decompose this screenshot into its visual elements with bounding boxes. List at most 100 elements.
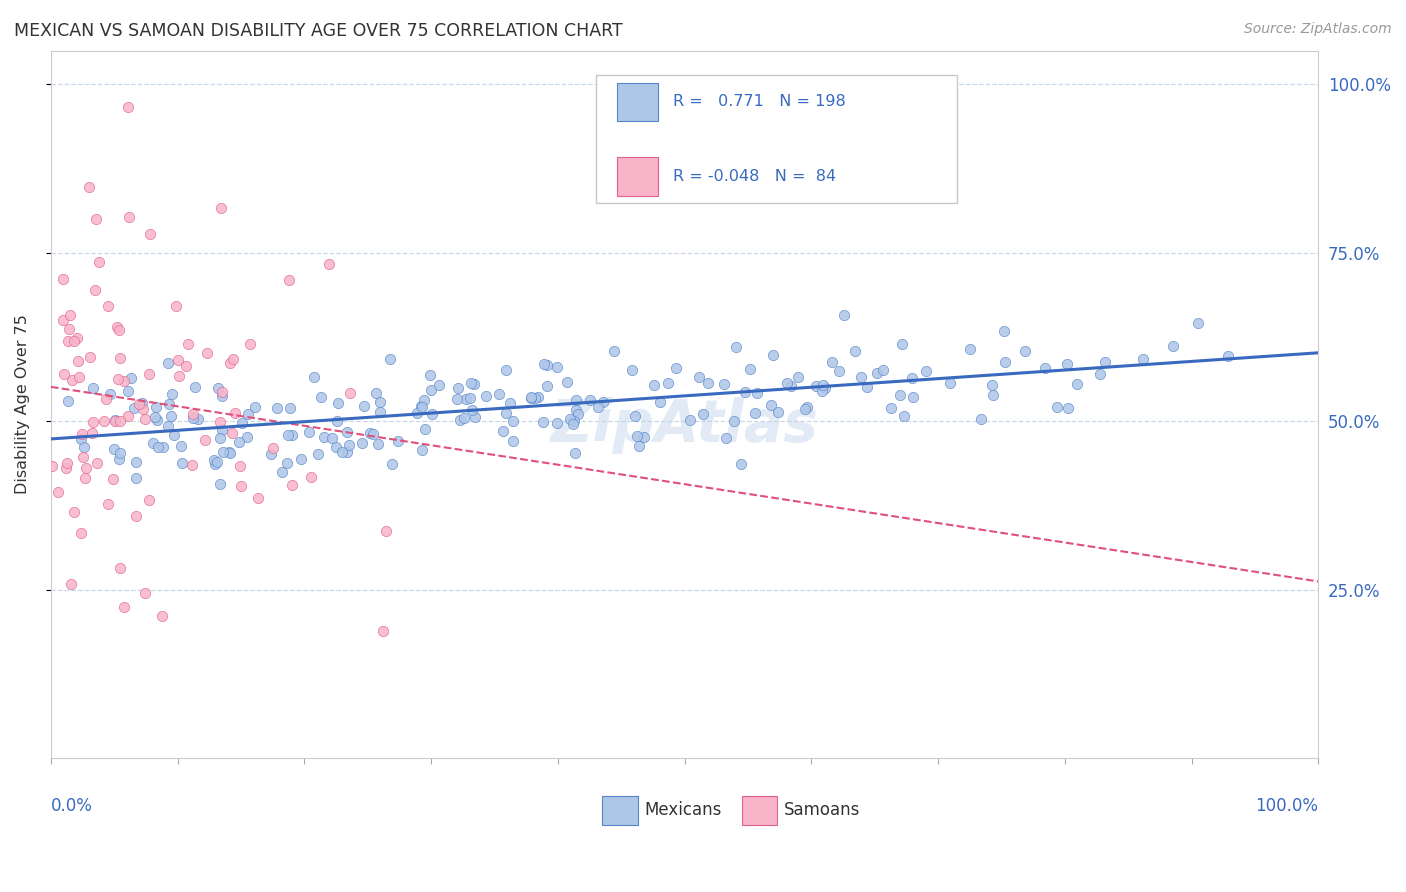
Point <box>628 439 651 453</box>
Point <box>302 370 325 384</box>
Point <box>187 412 209 426</box>
Point <box>75 461 97 475</box>
Text: 100.0%: 100.0% <box>1256 797 1319 815</box>
Text: ZipAtlas: ZipAtlas <box>551 397 818 454</box>
Point <box>229 478 252 492</box>
Point <box>84 283 107 297</box>
Point <box>73 440 96 454</box>
Point <box>775 376 797 390</box>
Point <box>502 434 524 448</box>
Point <box>101 472 124 486</box>
Point <box>209 415 232 429</box>
Point <box>63 334 86 348</box>
Point <box>266 401 288 416</box>
Point <box>134 586 156 600</box>
Point <box>79 350 101 364</box>
Point <box>156 356 179 370</box>
Point <box>796 401 818 415</box>
Point <box>107 372 129 386</box>
Point <box>959 342 981 356</box>
Point <box>56 394 79 409</box>
Point <box>281 427 304 442</box>
Point <box>564 446 586 460</box>
Point <box>314 430 336 444</box>
Point <box>177 337 200 351</box>
Point <box>221 352 243 367</box>
Point <box>207 381 229 395</box>
Point <box>221 426 243 441</box>
Point <box>167 368 190 383</box>
FancyBboxPatch shape <box>602 796 638 825</box>
Point <box>108 561 131 575</box>
Point <box>125 455 148 469</box>
Point <box>821 355 844 369</box>
Point <box>692 407 714 421</box>
Point <box>150 608 173 623</box>
Point <box>1094 355 1116 369</box>
Point <box>60 373 83 387</box>
Point <box>309 390 332 404</box>
Point <box>246 491 269 506</box>
Point <box>409 400 432 414</box>
Point <box>832 308 855 322</box>
Point <box>82 381 104 395</box>
Point <box>108 452 131 467</box>
Point <box>52 271 75 285</box>
Point <box>723 414 745 428</box>
Point <box>463 376 485 391</box>
Point <box>734 385 756 400</box>
Point <box>142 436 165 450</box>
Point <box>697 376 720 391</box>
Point <box>159 409 181 423</box>
Point <box>364 386 387 401</box>
Point <box>814 381 837 395</box>
Point <box>679 413 702 427</box>
Point <box>80 425 103 440</box>
Point <box>211 385 233 400</box>
Point <box>657 376 679 390</box>
Point <box>318 257 340 271</box>
Point <box>811 378 834 392</box>
Point <box>122 401 145 415</box>
Point <box>411 443 433 458</box>
Point <box>108 323 131 337</box>
Point <box>1033 360 1056 375</box>
Point <box>238 407 260 421</box>
Point <box>1066 377 1088 392</box>
Point <box>152 440 174 454</box>
Point <box>1090 367 1112 381</box>
Point <box>325 440 347 454</box>
Point <box>621 362 644 376</box>
Point <box>740 362 762 376</box>
Point <box>224 406 246 420</box>
Point <box>112 375 135 389</box>
Point <box>87 255 110 269</box>
Point <box>371 624 394 638</box>
Point <box>97 498 120 512</box>
Point <box>162 386 184 401</box>
Point <box>363 426 385 441</box>
Point <box>145 412 167 426</box>
Point <box>460 403 482 417</box>
Point <box>326 414 349 428</box>
Point <box>419 368 441 382</box>
Point <box>1216 349 1239 363</box>
Point <box>411 400 433 414</box>
Point <box>67 370 90 384</box>
Point <box>120 371 142 385</box>
Point <box>562 414 585 428</box>
Point <box>321 431 343 445</box>
Point <box>180 458 202 473</box>
Point <box>579 392 602 407</box>
Text: Mexicans: Mexicans <box>644 801 721 819</box>
Point <box>495 406 517 420</box>
Point <box>209 201 232 215</box>
Point <box>519 390 541 404</box>
Point <box>108 351 131 365</box>
Point <box>278 401 301 415</box>
Point <box>1057 401 1080 415</box>
Point <box>688 370 710 384</box>
Point <box>460 376 482 391</box>
Text: Samoans: Samoans <box>783 801 860 819</box>
Point <box>524 391 547 405</box>
